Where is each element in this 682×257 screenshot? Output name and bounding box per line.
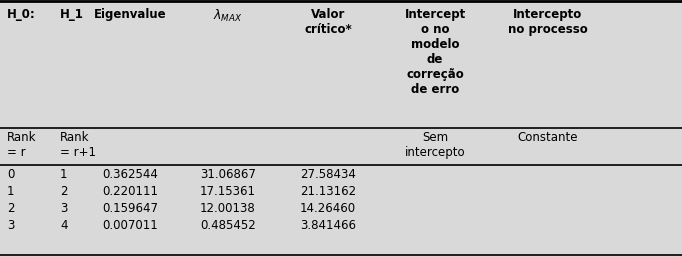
Text: 0: 0: [7, 168, 14, 181]
Text: Constante: Constante: [518, 131, 578, 144]
Text: 3.841466: 3.841466: [300, 219, 356, 232]
Text: Rank
= r+1: Rank = r+1: [60, 131, 96, 159]
Text: 2: 2: [60, 185, 68, 198]
Text: H_1: H_1: [60, 8, 84, 21]
Text: 0.007011: 0.007011: [102, 219, 158, 232]
Text: $\lambda_{MAX}$: $\lambda_{MAX}$: [213, 8, 243, 24]
Text: 2: 2: [7, 202, 14, 215]
Text: 12.00138: 12.00138: [200, 202, 256, 215]
Text: 31.06867: 31.06867: [200, 168, 256, 181]
Text: Eigenvalue: Eigenvalue: [93, 8, 166, 21]
Text: 17.15361: 17.15361: [200, 185, 256, 198]
Text: 4: 4: [60, 219, 68, 232]
Text: Rank
= r: Rank = r: [7, 131, 37, 159]
Text: 0.362544: 0.362544: [102, 168, 158, 181]
Text: Intercept
o no
modelo
de
correção
de erro: Intercept o no modelo de correção de err…: [404, 8, 466, 96]
Text: H_0:: H_0:: [7, 8, 35, 21]
Text: 1: 1: [60, 168, 68, 181]
Text: 1: 1: [7, 185, 14, 198]
Text: 14.26460: 14.26460: [300, 202, 356, 215]
Text: Valor
crítico*: Valor crítico*: [304, 8, 352, 36]
Text: 21.13162: 21.13162: [300, 185, 356, 198]
Text: 0.220111: 0.220111: [102, 185, 158, 198]
Text: 3: 3: [60, 202, 68, 215]
Text: Sem
intercepto: Sem intercepto: [404, 131, 465, 159]
Text: 27.58434: 27.58434: [300, 168, 356, 181]
Text: Intercepto
no processo: Intercepto no processo: [508, 8, 588, 36]
Text: 0.485452: 0.485452: [200, 219, 256, 232]
Text: 0.159647: 0.159647: [102, 202, 158, 215]
Text: 3: 3: [7, 219, 14, 232]
